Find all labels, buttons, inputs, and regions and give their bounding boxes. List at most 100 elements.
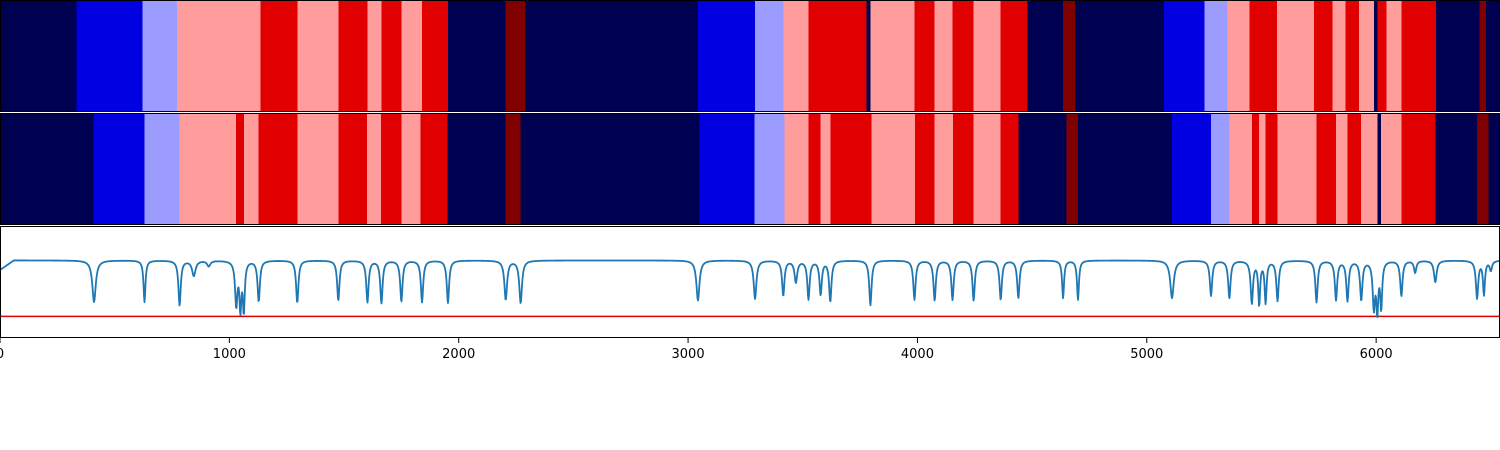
segment-2-21 [830,113,873,225]
segment-1-24 [1000,0,1029,112]
segment-1-0 [0,0,77,112]
segment-1-14 [697,0,756,112]
segment-2-14 [505,113,522,225]
segment-2-40 [1347,113,1362,225]
x-axis: 0 1000 2000 3000 4000 5000 6000 [0,338,1393,362]
segment-1-8 [381,0,402,112]
segment-1-33 [1313,0,1334,112]
segment-2-22 [871,113,916,225]
signal-background [0,226,1500,338]
segment-2-27 [1000,113,1019,225]
segment-2-31 [1172,113,1212,225]
segment-2-16 [699,113,756,225]
segment-2-20 [820,113,831,225]
segment-1-11 [447,0,506,112]
x-tick-label-2000: 2000 [442,347,475,362]
segment-2-32 [1211,113,1230,225]
segment-1-35 [1345,0,1360,112]
signal-panel [0,226,1500,338]
segment-2-25 [952,113,975,225]
segment-1-9 [401,0,423,112]
segment-2-33 [1229,113,1253,225]
segmentation-track-top [0,0,1500,112]
x-tick-label-0: 0 [0,347,4,362]
segment-1-40 [1401,0,1437,112]
segment-2-36 [1265,113,1279,225]
segment-2-39 [1336,113,1349,225]
segment-1-5 [297,0,339,112]
segment-2-18 [784,113,810,225]
segment-1-42 [1479,0,1487,112]
x-tick-label-4000: 4000 [901,347,934,362]
segment-1-34 [1332,0,1347,112]
segment-2-29 [1066,113,1079,225]
segment-1-27 [1075,0,1165,112]
signal-line [0,259,1500,319]
segment-2-2 [144,113,181,225]
segment-1-43 [1486,0,1500,112]
segment-2-44 [1401,113,1436,225]
x-tick-label-6000: 6000 [1360,347,1393,362]
segment-2-45 [1435,113,1478,225]
segment-2-35 [1259,113,1267,225]
segment-2-5 [243,113,259,225]
segment-2-19 [808,113,822,225]
segment-1-39 [1386,0,1402,112]
segment-2-17 [754,113,786,225]
segment-2-8 [338,113,368,225]
segment-1-6 [338,0,369,112]
segment-2-41 [1361,113,1378,225]
segment-1-41 [1435,0,1480,112]
segment-1-25 [1027,0,1064,112]
segment-2-26 [973,113,1002,225]
segment-2-38 [1316,113,1337,225]
segment-2-30 [1077,113,1173,225]
segment-1-19 [870,0,916,112]
segment-1-15 [755,0,784,112]
segment-2-24 [934,113,954,225]
segment-2-42 [1377,113,1382,225]
segment-2-6 [258,113,298,225]
segment-2-13 [447,113,507,225]
segment-1-7 [367,0,383,112]
segment-2-37 [1277,113,1318,225]
segment-2-28 [1018,113,1068,225]
segment-1-2 [142,0,178,112]
segment-1-30 [1227,0,1251,112]
segment-2-11 [401,113,422,225]
segment-1-1 [76,0,144,112]
segment-2-43 [1381,113,1402,225]
segment-2-10 [381,113,402,225]
segment-1-37 [1373,0,1378,112]
segment-2-1 [93,113,146,225]
x-tick-label-1000: 1000 [213,347,246,362]
segment-1-3 [177,0,262,112]
segment-1-13 [525,0,699,112]
segment-1-16 [783,0,810,112]
segment-2-7 [297,113,339,225]
segment-1-10 [422,0,449,112]
segmentation-track-middle [0,113,1500,225]
segment-1-12 [505,0,526,112]
segment-1-18 [866,0,872,112]
segment-1-4 [260,0,298,112]
segment-1-28 [1163,0,1206,112]
segment-1-31 [1249,0,1278,112]
segment-2-3 [179,113,237,225]
segment-2-0 [0,113,95,225]
segment-1-32 [1277,0,1315,112]
segment-2-9 [366,113,382,225]
segment-2-15 [520,113,701,225]
segment-2-12 [420,113,449,225]
segment-2-47 [1488,113,1500,225]
segment-1-22 [952,0,975,112]
segment-1-26 [1063,0,1076,112]
segment-1-21 [934,0,954,112]
x-tick-label-3000: 3000 [672,347,705,362]
segment-1-38 [1377,0,1388,112]
segment-1-29 [1204,0,1229,112]
x-tick-label-5000: 5000 [1130,347,1163,362]
segment-1-23 [973,0,1002,112]
segment-1-36 [1358,0,1375,112]
